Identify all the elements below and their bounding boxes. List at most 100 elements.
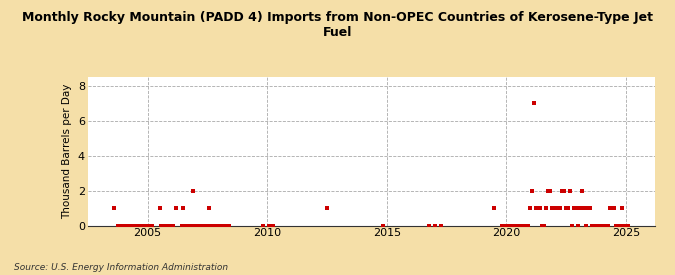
Point xyxy=(559,188,570,193)
Point xyxy=(138,223,149,228)
Point xyxy=(573,223,584,228)
Point xyxy=(601,223,612,228)
Point xyxy=(212,223,223,228)
Point xyxy=(569,206,580,210)
Point xyxy=(188,188,199,193)
Point xyxy=(126,223,137,228)
Point xyxy=(591,223,601,228)
Point xyxy=(154,206,165,210)
Point xyxy=(178,206,189,210)
Point xyxy=(423,223,434,228)
Point xyxy=(170,206,181,210)
Point xyxy=(128,223,139,228)
Point xyxy=(589,223,599,228)
Point xyxy=(541,206,551,210)
Point xyxy=(517,223,528,228)
Point xyxy=(571,206,582,210)
Text: Monthly Rocky Mountain (PADD 4) Imports from Non-OPEC Countries of Kerosene-Type: Monthly Rocky Mountain (PADD 4) Imports … xyxy=(22,11,653,39)
Point xyxy=(523,223,534,228)
Point xyxy=(200,223,211,228)
Point xyxy=(204,206,215,210)
Point xyxy=(593,223,603,228)
Point xyxy=(616,206,627,210)
Point xyxy=(547,206,558,210)
Point xyxy=(222,223,233,228)
Point xyxy=(543,188,554,193)
Point xyxy=(206,223,217,228)
Point xyxy=(168,223,179,228)
Point xyxy=(264,223,275,228)
Point xyxy=(140,223,151,228)
Point xyxy=(622,223,633,228)
Point xyxy=(549,206,560,210)
Point xyxy=(136,223,147,228)
Point xyxy=(605,206,616,210)
Point xyxy=(182,223,193,228)
Point xyxy=(146,223,157,228)
Point xyxy=(162,223,173,228)
Point xyxy=(116,223,127,228)
Point xyxy=(202,223,213,228)
Point xyxy=(144,223,155,228)
Point xyxy=(527,188,538,193)
Point xyxy=(218,223,229,228)
Point xyxy=(555,206,566,210)
Point xyxy=(619,223,630,228)
Point xyxy=(535,206,546,210)
Point xyxy=(210,223,221,228)
Point xyxy=(108,206,119,210)
Point xyxy=(124,223,135,228)
Point xyxy=(184,223,195,228)
Point xyxy=(321,206,332,210)
Point xyxy=(509,223,520,228)
Point xyxy=(513,223,524,228)
Point xyxy=(531,206,542,210)
Point xyxy=(132,223,143,228)
Point xyxy=(268,223,279,228)
Point xyxy=(511,223,522,228)
Point xyxy=(577,188,588,193)
Point xyxy=(435,223,446,228)
Point xyxy=(118,223,129,228)
Point xyxy=(505,223,516,228)
Point xyxy=(489,206,500,210)
Point xyxy=(557,188,568,193)
Point xyxy=(190,223,200,228)
Point xyxy=(507,223,518,228)
Point xyxy=(561,206,572,210)
Point xyxy=(545,188,556,193)
Point xyxy=(176,223,187,228)
Point xyxy=(130,223,141,228)
Point xyxy=(603,223,614,228)
Point xyxy=(198,223,209,228)
Point xyxy=(214,223,225,228)
Point xyxy=(156,223,167,228)
Point xyxy=(497,223,508,228)
Point xyxy=(122,223,133,228)
Y-axis label: Thousand Barrels per Day: Thousand Barrels per Day xyxy=(62,84,72,219)
Point xyxy=(112,223,123,228)
Point xyxy=(377,223,388,228)
Point xyxy=(563,206,574,210)
Point xyxy=(525,206,536,210)
Point xyxy=(258,223,269,228)
Point xyxy=(585,206,595,210)
Point xyxy=(186,223,196,228)
Point xyxy=(607,206,618,210)
Point xyxy=(533,206,543,210)
Point xyxy=(595,223,605,228)
Point xyxy=(216,223,227,228)
Point xyxy=(196,223,207,228)
Point xyxy=(501,223,512,228)
Point xyxy=(519,223,530,228)
Point xyxy=(539,223,549,228)
Point xyxy=(429,223,440,228)
Point xyxy=(597,223,608,228)
Point xyxy=(567,223,578,228)
Point xyxy=(583,206,593,210)
Point xyxy=(521,223,532,228)
Point xyxy=(609,206,620,210)
Point xyxy=(164,223,175,228)
Point xyxy=(180,223,191,228)
Point xyxy=(613,223,624,228)
